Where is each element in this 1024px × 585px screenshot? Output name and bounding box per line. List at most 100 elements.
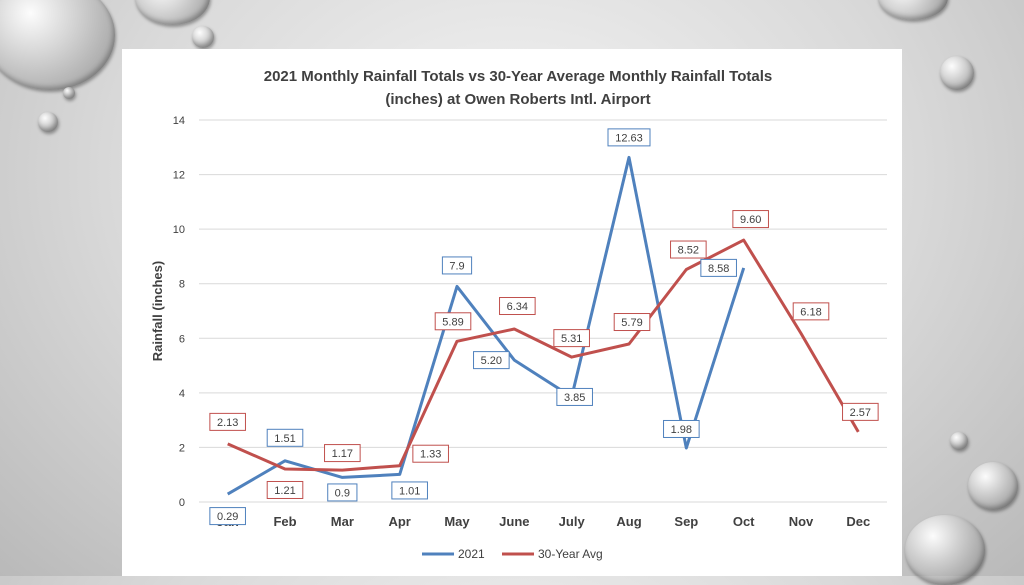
- y-tick-label: 4: [179, 388, 185, 400]
- water-drop-decoration: [878, 0, 948, 20]
- data-label-box: [209, 507, 246, 526]
- data-label: 9.60: [732, 210, 769, 229]
- data-label-text: 0.9: [335, 487, 350, 499]
- y-tick-label: 2: [179, 442, 185, 454]
- data-label-box: [412, 444, 449, 463]
- data-label: 0.9: [327, 483, 358, 502]
- x-category-label: Nov: [789, 514, 814, 529]
- x-category-label: Mar: [331, 514, 354, 529]
- data-label: 1.01: [391, 481, 428, 500]
- data-label: 1.33: [412, 444, 449, 463]
- data-label: 1.21: [266, 480, 304, 499]
- y-tick-label: 0: [179, 497, 185, 509]
- data-label-text: 2.13: [217, 417, 238, 429]
- data-label-box: [434, 312, 472, 331]
- x-category-label: Oct: [733, 514, 755, 529]
- water-drop-decoration: [63, 87, 75, 99]
- y-axis-label: Rainfall (inches): [150, 261, 165, 361]
- data-label-box: [700, 258, 737, 277]
- data-label-text: 6.34: [507, 301, 528, 313]
- data-label-text: 1.17: [332, 448, 353, 460]
- data-label-box: [324, 444, 361, 463]
- data-label-text: 1.33: [420, 449, 441, 461]
- data-label-box: [266, 480, 304, 499]
- data-label-text: 1.51: [274, 433, 295, 445]
- legend: 2021 30-Year Avg: [422, 547, 603, 561]
- data-label: 1.51: [266, 428, 304, 447]
- data-label-text: 1.98: [671, 424, 692, 436]
- data-label-box: [391, 481, 428, 500]
- water-drop-decoration: [0, 0, 115, 90]
- y-tick-label: 8: [179, 279, 185, 291]
- y-tick-label: 14: [173, 115, 185, 127]
- legend-label-2021: 2021: [458, 547, 485, 561]
- data-label-box: [613, 313, 651, 332]
- data-label: 5.31: [553, 329, 590, 348]
- data-label-box: [499, 297, 536, 316]
- data-label-box: [670, 240, 707, 259]
- water-drop-decoration: [968, 462, 1018, 510]
- water-drop-decoration: [905, 515, 985, 585]
- data-label-text: 3.85: [564, 392, 585, 404]
- data-label-box: [607, 128, 651, 147]
- data-label: 5.20: [473, 351, 510, 370]
- data-label-text: 1.21: [274, 485, 295, 497]
- data-label-text: 5.31: [561, 333, 582, 345]
- x-category-label: Aug: [616, 514, 641, 529]
- data-label-text: 5.89: [442, 316, 463, 328]
- data-label-box: [553, 329, 590, 348]
- legend-label-30-year-avg: 30-Year Avg: [538, 547, 603, 561]
- rainfall-line-chart: 2021 Monthly Rainfall Totals vs 30-Year …: [150, 68, 887, 561]
- data-label: 8.52: [670, 240, 707, 259]
- data-label-text: 8.58: [708, 263, 729, 275]
- data-label-text: 6.18: [800, 306, 821, 318]
- water-drop-decoration: [192, 26, 214, 48]
- chart-title-line-2: (inches) at Owen Roberts Intl. Airport: [385, 91, 650, 108]
- data-label-box: [441, 256, 473, 275]
- y-tick-label: 6: [179, 333, 185, 345]
- series-line-2021: [226, 155, 746, 496]
- data-label-box: [842, 402, 879, 421]
- data-label-text: 5.79: [621, 317, 642, 329]
- chart-card: 2021 Monthly Rainfall Totals vs 30-Year …: [122, 49, 902, 576]
- water-drop-decoration: [135, 0, 210, 25]
- data-label: 7.9: [441, 256, 473, 275]
- data-label-text: 5.20: [481, 355, 502, 367]
- chart-title-line-1: 2021 Monthly Rainfall Totals vs 30-Year …: [264, 68, 772, 85]
- data-label: 12.63: [607, 128, 651, 147]
- data-label: 6.18: [792, 302, 830, 321]
- data-label-text: 7.9: [449, 260, 464, 272]
- x-category-label: Sep: [674, 514, 698, 529]
- data-label: 3.85: [556, 387, 593, 406]
- water-drop-decoration: [950, 432, 968, 450]
- data-label-box: [327, 483, 358, 502]
- x-category-label: July: [559, 514, 586, 529]
- water-drop-decoration: [38, 112, 58, 132]
- data-label-text: 8.52: [678, 245, 699, 257]
- data-label-text: 0.29: [217, 511, 238, 523]
- series-line-30-year-avg: [227, 238, 860, 472]
- data-label: 2.57: [842, 402, 879, 421]
- data-label: 1.17: [324, 444, 361, 463]
- data-label: 5.89: [434, 312, 472, 331]
- x-category-label: May: [444, 514, 470, 529]
- data-label: 6.34: [499, 297, 536, 316]
- data-label-text: 2.57: [850, 407, 871, 419]
- x-category-label: Feb: [273, 514, 296, 529]
- x-category-label: Dec: [846, 514, 870, 529]
- data-label: 1.98: [663, 419, 700, 438]
- data-label-box: [663, 419, 700, 438]
- data-label-box: [792, 302, 830, 321]
- data-label-text: 9.60: [740, 214, 761, 226]
- data-label: 5.79: [613, 313, 651, 332]
- data-label-box: [266, 428, 304, 447]
- data-label-box: [209, 412, 246, 431]
- data-label: 8.58: [700, 258, 737, 277]
- data-label-box: [732, 210, 769, 229]
- data-label-text: 12.63: [615, 132, 643, 144]
- x-category-label: Apr: [388, 514, 410, 529]
- water-drop-decoration: [940, 56, 974, 90]
- data-label: 0.29: [209, 507, 246, 526]
- data-label-text: 1.01: [399, 485, 420, 497]
- data-label: 2.13: [209, 412, 246, 431]
